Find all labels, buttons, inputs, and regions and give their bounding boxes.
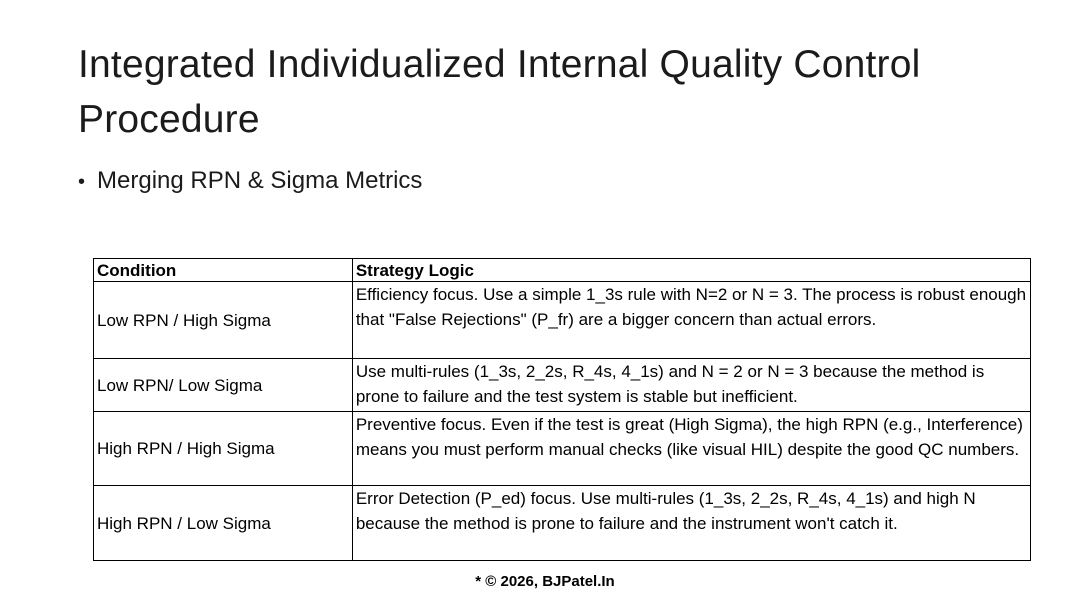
- table-header-row: Condition Strategy Logic: [93, 258, 1032, 282]
- bullet-marker: •: [78, 171, 86, 193]
- strategy-table: Condition Strategy Logic Low RPN / High …: [93, 258, 1032, 561]
- table-header-strategy: Strategy Logic: [351, 258, 1032, 282]
- table-row: High RPN / Low Sigma Error Detection (P_…: [93, 485, 1032, 561]
- footnote: * © 2026, BJPatel.In: [475, 573, 615, 590]
- strategy-cell: Error Detection (P_ed) focus. Use multi-…: [351, 485, 1032, 561]
- table-row: High RPN / High Sigma Preventive focus. …: [93, 411, 1032, 486]
- condition-cell: Low RPN/ Low Sigma: [93, 358, 353, 412]
- condition-cell: High RPN / Low Sigma: [93, 485, 353, 561]
- bullet-item: • Merging RPN & Sigma Metrics: [78, 166, 422, 197]
- strategy-cell: Use multi-rules (1_3s, 2_2s, R_4s, 4_1s)…: [351, 358, 1032, 412]
- strategy-cell: Preventive focus. Even if the test is gr…: [351, 411, 1032, 486]
- table-row: Low RPN / High Sigma Efficiency focus. U…: [93, 281, 1032, 359]
- strategy-cell: Efficiency focus. Use a simple 1_3s rule…: [351, 281, 1032, 359]
- condition-cell: High RPN / High Sigma: [93, 411, 353, 486]
- bullet-text: Merging RPN & Sigma Metrics: [97, 167, 423, 194]
- table-header-condition: Condition: [93, 258, 353, 282]
- page-title: Integrated Individualized Internal Quali…: [78, 43, 921, 141]
- table-row: Low RPN/ Low Sigma Use multi-rules (1_3s…: [93, 358, 1032, 412]
- condition-cell: Low RPN / High Sigma: [93, 281, 353, 359]
